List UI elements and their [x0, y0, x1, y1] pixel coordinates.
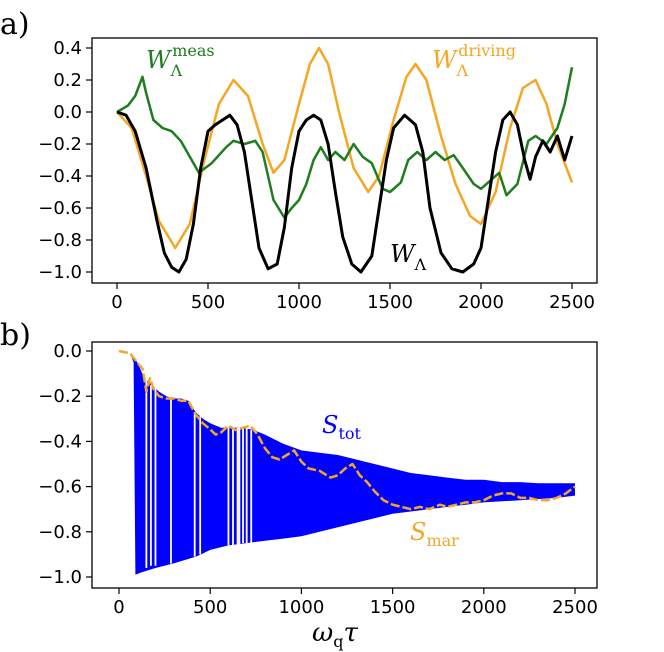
panel-b-xtick-label: 500 [193, 597, 227, 618]
panel-b-ytick-label: −0.8 [38, 522, 82, 543]
panel-b-xtick-label: 1500 [370, 597, 416, 618]
panel-a-xtick-label: 1500 [367, 292, 413, 313]
label-w-meas: WΛmeas [146, 41, 215, 80]
panel-a-xtick-label: 2000 [458, 292, 504, 313]
label-s-mar: Smar [410, 518, 459, 550]
panel-b-ytick-label: 0.0 [53, 341, 82, 362]
panel-b-xtick-label: 0 [113, 597, 124, 618]
panel-b-xtick-label: 2000 [461, 597, 507, 618]
s-mar-line [118, 349, 576, 511]
panel-a-xtick-label: 2500 [549, 292, 595, 313]
panel-b-label: b) [0, 318, 31, 353]
w-lambda-line [116, 110, 574, 274]
panel-a: a) 0.4 0.2 0.0 −0.2 −0.4 −0.6 −0.8 −1.0 0 500 100… [0, 7, 598, 313]
label-w-driving: WΛdriving [432, 41, 516, 80]
panel-a-xtick-label: 0 [111, 292, 122, 313]
panel-a-axes-frame [91, 37, 598, 284]
panel-a-label: a) [0, 7, 30, 42]
panel-a-ytick-label: 0.0 [53, 102, 82, 123]
panel-b-ytick-label: −0.4 [38, 431, 82, 452]
panel-a-ytick-label: 0.2 [53, 70, 82, 91]
panel-b-series [118, 349, 576, 575]
panel-a-ytick-label: −1.0 [38, 262, 82, 283]
w-meas-line [116, 66, 574, 219]
panel-a-ytick-label: −0.4 [38, 166, 82, 187]
s-tot-area [119, 351, 575, 575]
panel-a-xtick-label: 500 [191, 292, 225, 313]
panel-a-ytick-label: 0.4 [53, 38, 82, 59]
panel-a-ytick-label: −0.8 [38, 230, 82, 251]
panel-a-ytick-label: −0.2 [38, 134, 82, 155]
panel-b-ytick-label: −1.0 [38, 567, 82, 588]
panel-b-xtick-label: 1000 [278, 597, 324, 618]
panel-b-xtick-label: 2500 [552, 597, 598, 618]
panel-b: b) 0.0 −0.2 −0.4 −0.6 −0.8 −1.0 0 500 1000 1500 2… [0, 318, 598, 651]
panel-b-ytick-label: −0.6 [38, 477, 82, 498]
panel-a-y-ticks: 0.4 0.2 0.0 −0.2 −0.4 −0.6 −0.8 −1.0 [38, 38, 92, 283]
panel-a-series [116, 46, 574, 274]
panel-b-y-ticks: 0.0 −0.2 −0.4 −0.6 −0.8 −1.0 [38, 341, 92, 588]
panel-b-axes-frame [91, 341, 598, 589]
label-w-lambda: WΛ [390, 240, 427, 274]
x-axis-label: ωqτ [312, 618, 358, 651]
panel-a-ytick-label: −0.6 [38, 198, 82, 219]
panel-b-ytick-label: −0.2 [38, 386, 82, 407]
label-s-tot: Stot [322, 411, 362, 443]
panel-b-x-ticks: 0 500 1000 1500 2000 2500 [113, 588, 598, 618]
panel-a-x-ticks: 0 500 1000 1500 2000 2500 [111, 283, 595, 313]
panel-a-xtick-label: 1000 [276, 292, 322, 313]
